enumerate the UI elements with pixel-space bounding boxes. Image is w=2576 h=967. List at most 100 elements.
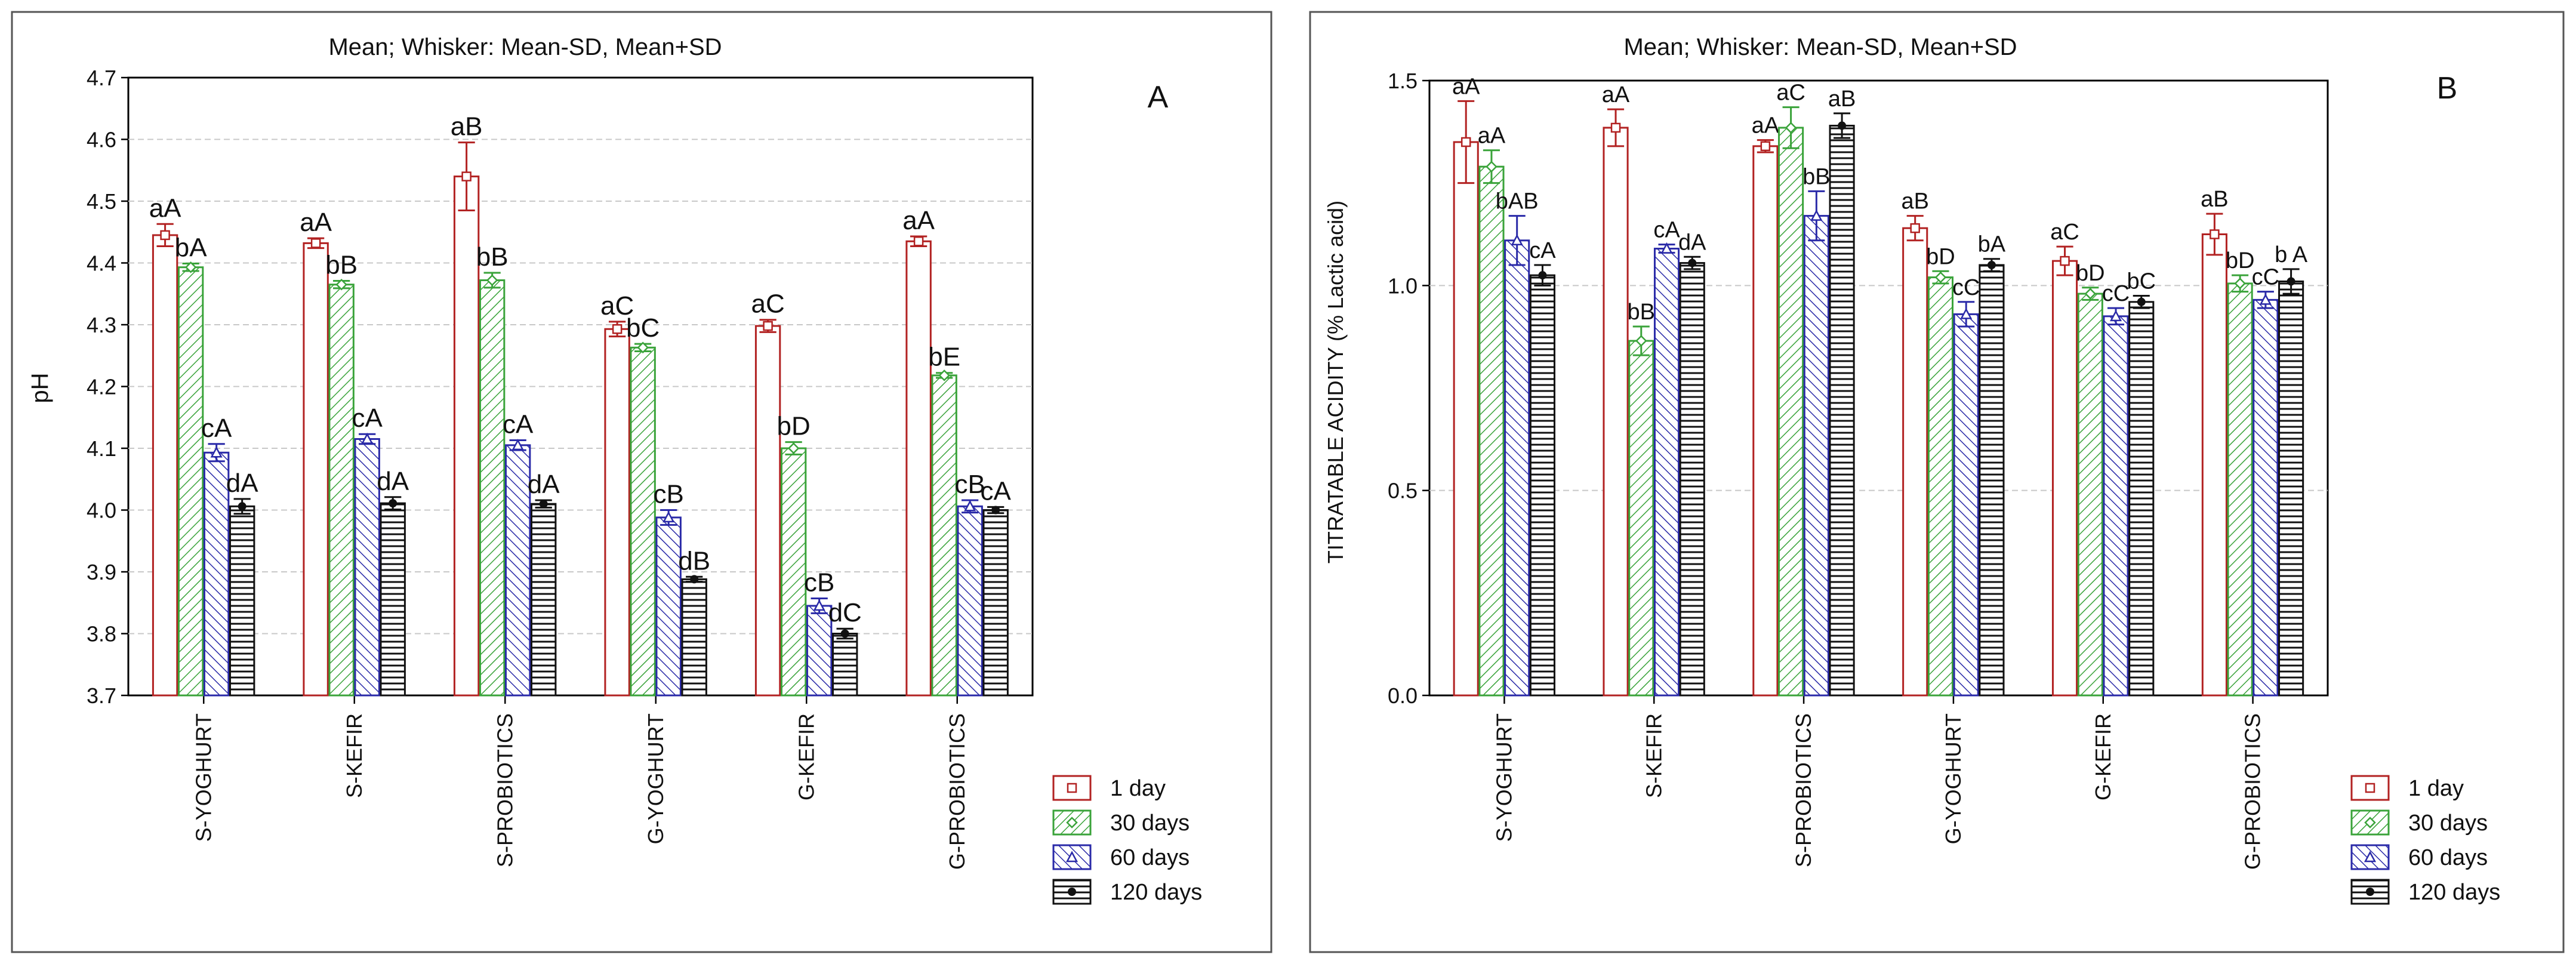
panel-b-bar	[2128, 301, 2155, 697]
panel-a-category-label: S-PROBIOTICS	[492, 713, 517, 867]
panel-b-bar	[1803, 215, 1829, 697]
panel-b-legend-label: 60 days	[2408, 845, 2488, 870]
panel-a-mean-marker	[991, 506, 1000, 515]
panel-a-data-label: aC	[600, 291, 634, 321]
panel-a-data-label: aA	[149, 193, 181, 223]
panel-a-bar	[229, 505, 255, 697]
panel-a-data-label: cB	[954, 470, 985, 499]
panel-b-legend: 1 day 30 days 60 days 120 days	[2350, 775, 2500, 905]
panel-a-ytick-label: 4.5	[87, 189, 116, 214]
panel-a-data-label: dC	[828, 598, 862, 627]
panel-a-data-label: aC	[751, 290, 784, 319]
panel-a-mean-marker	[964, 500, 976, 512]
panel-b-data-label: aC	[2050, 220, 2079, 245]
panel-b-ytick-label: 0.5	[1388, 479, 1418, 503]
panel-b-bar	[1829, 125, 1855, 697]
panel-a-bar	[780, 447, 807, 697]
panel-b-bar	[2103, 315, 2129, 697]
panel-b-bar	[2051, 260, 2078, 697]
panel-a-mean-marker	[511, 439, 524, 451]
panel-b-data-label: cC	[2102, 281, 2130, 306]
panel-b-bar	[2077, 292, 2103, 697]
panel-a-legend-label: 1 day	[1110, 776, 1166, 801]
panel-a-mean-marker	[539, 500, 548, 509]
panel-b-legend-marker	[2364, 851, 2377, 863]
panel-b-data-label: b A	[2275, 242, 2308, 267]
panel-a-data-label: cA	[503, 410, 534, 439]
panel-b-bar	[1504, 239, 1530, 697]
panel-a-bar	[380, 502, 406, 697]
panel-b-bar	[1979, 264, 2005, 697]
panel-a: Mean; Whisker: Mean-SD, Mean+SD A pH 3.7…	[11, 11, 1272, 953]
panel-a-bar	[630, 346, 656, 697]
panel-b-mean-marker	[2259, 293, 2272, 305]
panel-a-mean-marker	[184, 261, 197, 273]
panel-a-data-label: cA	[201, 414, 232, 443]
panel-a-mean-marker	[335, 278, 347, 291]
panel-a-bar	[931, 374, 957, 697]
panel-b-data-label: cA	[1653, 218, 1680, 243]
panel-a-category-label: G-YOGHURT	[643, 713, 668, 844]
panel-a-label: A	[1148, 80, 1169, 115]
panel-a-mean-marker	[461, 171, 472, 181]
panel-b-bar	[1603, 127, 1629, 697]
panel-b-bar	[2253, 298, 2279, 697]
panel-a-data-label: cA	[352, 404, 383, 433]
panel-a-ytick-label: 3.7	[87, 683, 116, 708]
panel-b-mean-marker	[2234, 278, 2246, 290]
panel-a-bar	[303, 242, 329, 697]
panel-a-mean-marker	[389, 499, 398, 508]
panel-a-mean-marker	[913, 236, 924, 247]
panel-b-mean-marker	[1511, 234, 1523, 246]
panel-b-mean-marker	[1610, 122, 1621, 133]
panel-a-mean-marker	[486, 274, 498, 287]
panel-a-bar	[604, 328, 630, 697]
panel-a-bar	[479, 279, 506, 697]
panel-b-data-label: bD	[2076, 261, 2105, 286]
panel-b-mean-marker	[2109, 310, 2122, 322]
panel-a-bar	[905, 240, 932, 697]
panel-b-data-label: aC	[1776, 81, 1805, 106]
panel-b-title: Mean; Whisker: Mean-SD, Mean+SD	[1623, 34, 2017, 60]
panel-b-legend-marker	[2366, 888, 2374, 896]
panel-b-bar	[1628, 340, 1654, 697]
panel-a-data-label: dA	[377, 467, 409, 496]
panel-b-data-label: bB	[1628, 300, 1655, 325]
panel-b-bar	[1529, 274, 1555, 697]
panel-b-category-label: S-YOGHURT	[1492, 713, 1516, 842]
panel-a-mean-marker	[612, 324, 623, 334]
panel-a-data-label: bC	[626, 313, 660, 343]
panel-b-mean-marker	[1460, 137, 1471, 147]
panel-b-ylabel: TITRATABLE ACIDITY (% Lactic acid)	[1323, 201, 1348, 563]
panel-b-bar	[1927, 276, 1954, 697]
panel-b-category-label: S-KEFIR	[1641, 713, 1666, 798]
panel-a-category-label: S-YOGHURT	[191, 713, 215, 842]
panel-a-bar	[806, 605, 833, 697]
panel-a-bar	[957, 505, 983, 697]
panel-a-bar	[655, 516, 682, 697]
panel-a-category-label: G-PROBIOTICS	[945, 713, 969, 870]
panel-b-data-label: bA	[1978, 232, 2006, 257]
panel-b-ytick-label: 1.0	[1388, 273, 1418, 298]
panel-a-ytick-label: 3.9	[87, 560, 116, 584]
panel-b-plot-frame	[1428, 79, 2329, 697]
panel-a-data-label: bB	[325, 251, 358, 280]
panel-b-bar	[1778, 127, 1804, 697]
panel-b-mean-marker	[2137, 297, 2146, 306]
panel-a-bar	[681, 578, 707, 697]
panel-b-data-label: bC	[2127, 269, 2156, 294]
panel-b-data-label: cC	[2252, 265, 2279, 290]
panel-b-data-label: aA	[1602, 82, 1630, 107]
panel-b-mean-marker	[2060, 255, 2070, 266]
panel-a-bar	[831, 633, 858, 697]
panel-a-category-label: G-KEFIR	[794, 713, 818, 800]
panel-a-mean-marker	[210, 446, 223, 458]
panel-b-bar	[1752, 145, 1779, 697]
panel-a-category-label: S-KEFIR	[342, 713, 366, 798]
panel-a-bar	[530, 503, 557, 697]
panel-b-data-label: aA	[1452, 74, 1480, 99]
panel-b-mean-marker	[1934, 271, 1947, 284]
panel-a-data-label: bB	[476, 242, 509, 272]
